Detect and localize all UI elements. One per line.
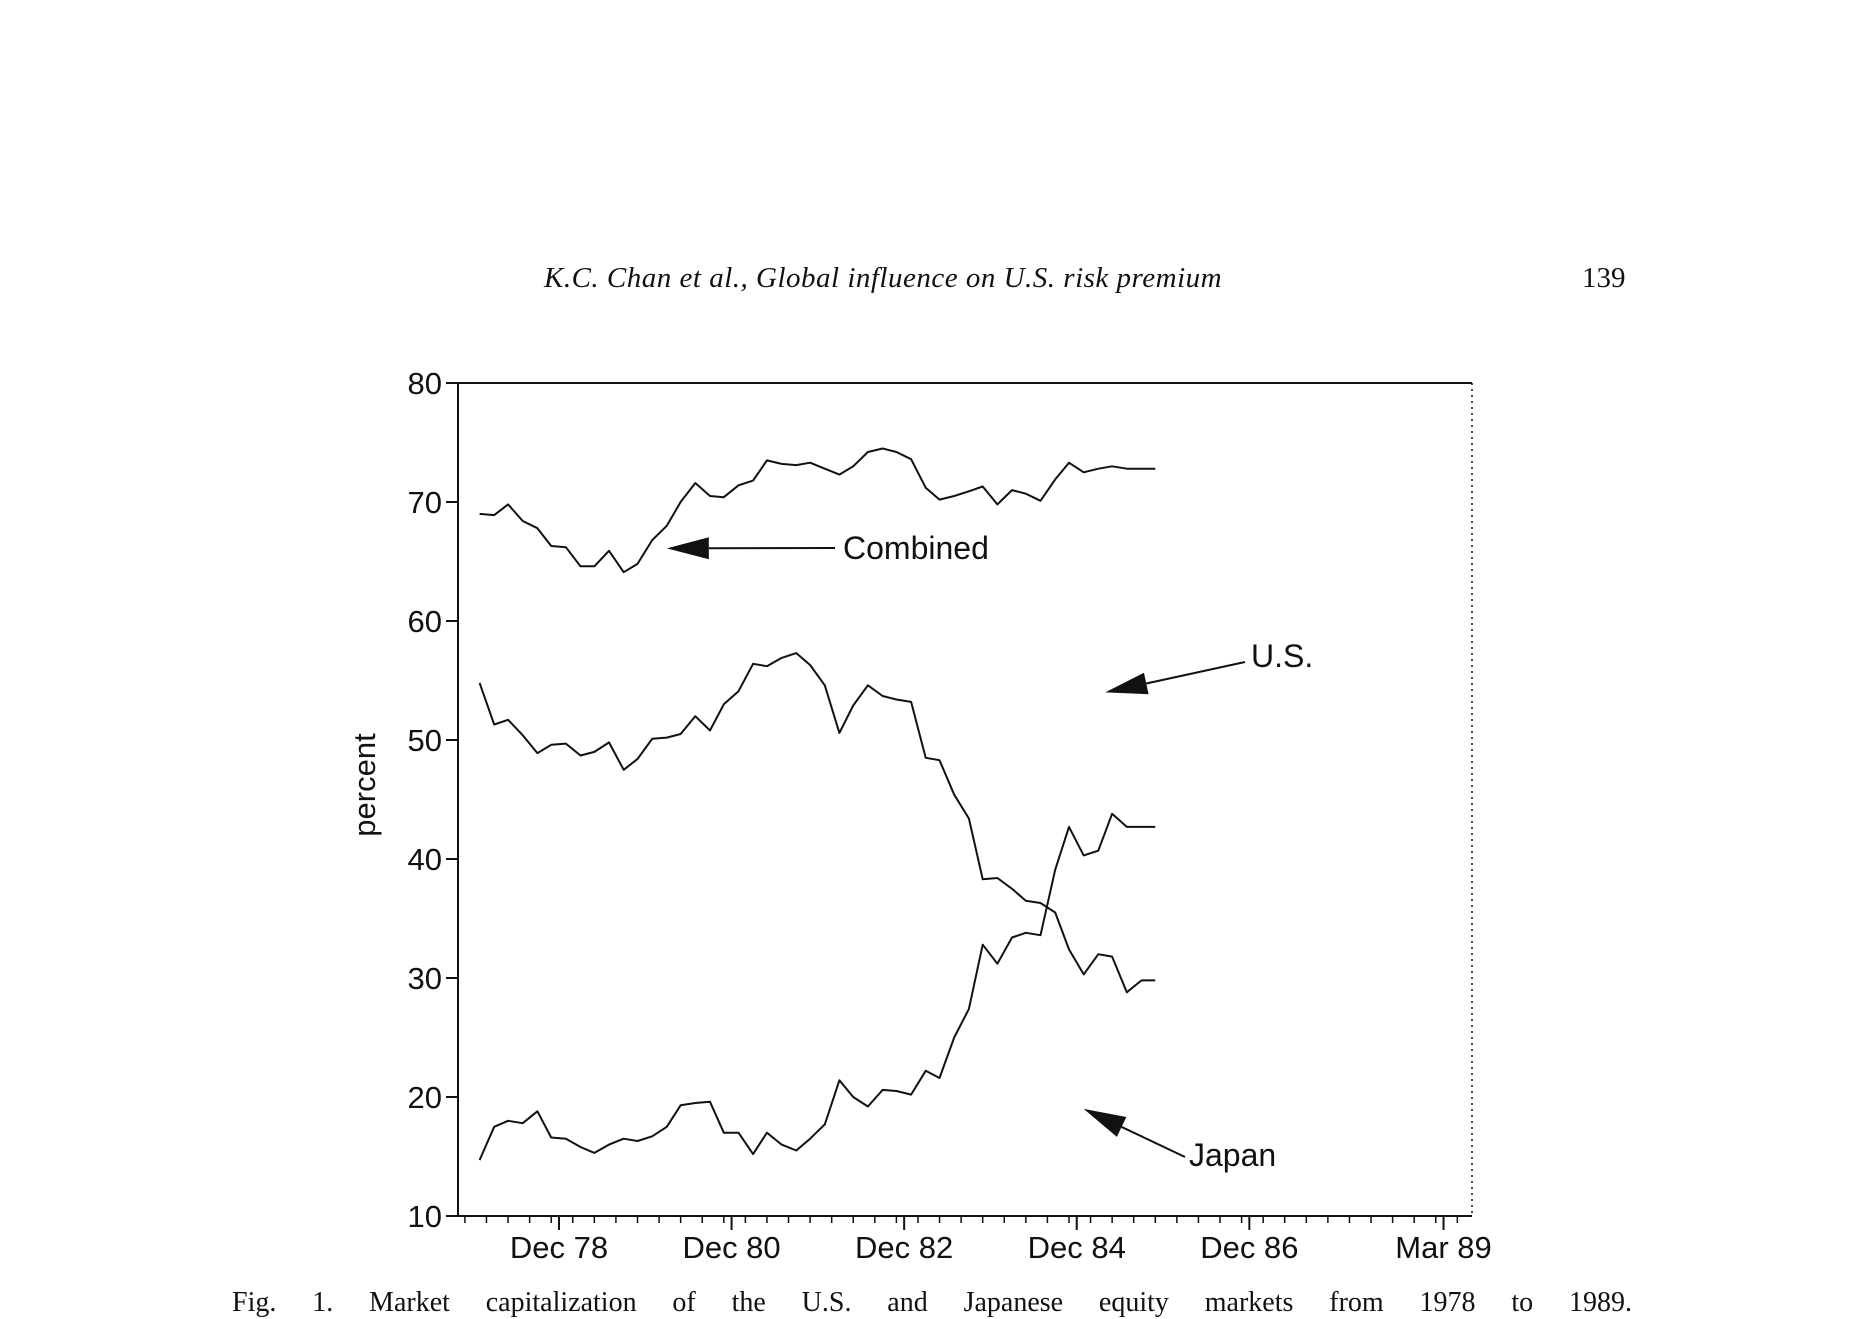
annotation-arrow-u-s — [1146, 662, 1245, 683]
plot-frame — [458, 383, 1472, 1216]
y-axis: 10 20 30 40 50 60 70 80 — [408, 366, 458, 1234]
y-tick-label: 60 — [408, 604, 442, 639]
y-tick-label: 40 — [408, 842, 442, 877]
annotation-label-u-s: U.S. — [1251, 638, 1313, 674]
annotation-label-japan: Japan — [1189, 1137, 1276, 1173]
x-tick-label: Dec 80 — [682, 1230, 780, 1265]
y-tick-label: 20 — [408, 1080, 442, 1115]
annotation-arrow-japan — [1122, 1127, 1185, 1157]
series-line-japan — [480, 814, 1156, 1160]
series-line-combined — [480, 449, 1156, 573]
x-tick-label: Dec 86 — [1200, 1230, 1298, 1265]
series-line-u-s — [480, 653, 1156, 992]
annotation-label-combined: Combined — [843, 530, 989, 566]
y-tick-label: 50 — [408, 723, 442, 758]
y-tick-label: 10 — [408, 1199, 442, 1234]
arrow-head-japan — [1084, 1109, 1127, 1137]
x-tick-label: Dec 84 — [1028, 1230, 1126, 1265]
arrow-head-u-s — [1105, 673, 1148, 694]
y-tick-label: 80 — [408, 366, 442, 401]
series-lines — [480, 449, 1156, 1161]
x-tick-label: Mar 89 — [1395, 1230, 1491, 1265]
arrow-head-combined — [667, 537, 709, 559]
figure-caption: Fig. 1. Market capitalization of the U.S… — [232, 1287, 1632, 1319]
y-axis-label: percent — [347, 733, 382, 837]
x-tick-label: Dec 78 — [510, 1230, 608, 1265]
x-tick-label: Dec 82 — [855, 1230, 953, 1265]
annotations: Combined U.S. Japan — [667, 530, 1313, 1173]
y-tick-label: 70 — [408, 485, 442, 520]
y-tick-label: 30 — [408, 961, 442, 996]
x-axis: Dec 78 Dec 80 Dec 82 Dec 84 Dec 86 Mar 89 — [465, 1216, 1492, 1265]
